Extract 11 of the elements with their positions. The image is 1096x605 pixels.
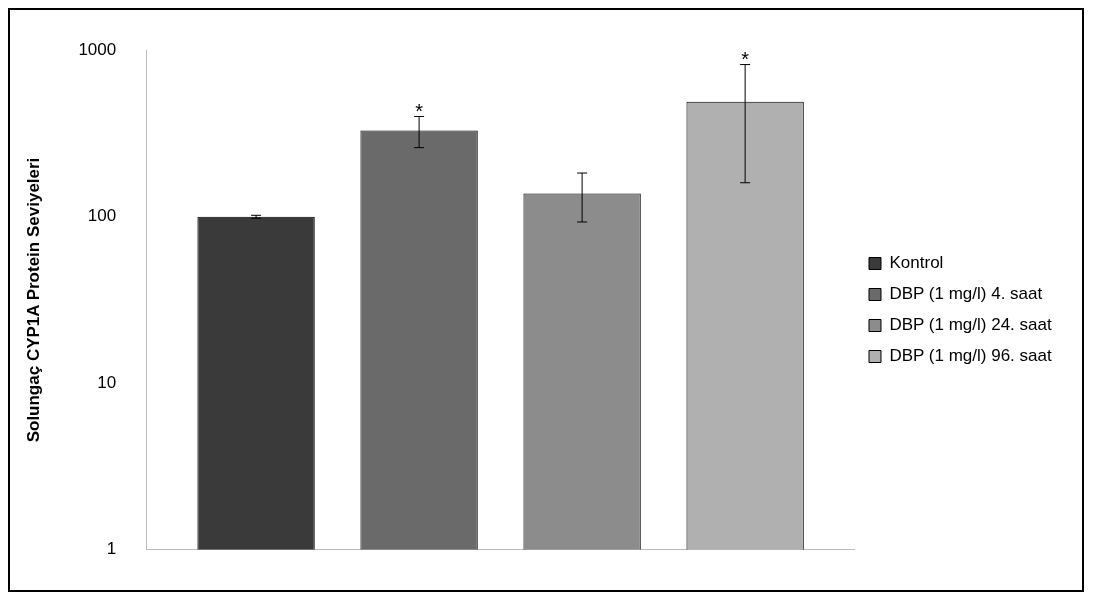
annotation: *	[741, 48, 750, 71]
y-tick-label: 100	[87, 206, 117, 226]
legend-label: Kontrol	[889, 253, 944, 273]
y-tick-label: 10	[97, 372, 117, 392]
legend-label: DBP (1 mg/l) 96. saat	[889, 346, 1052, 366]
annotation: *	[415, 99, 424, 122]
legend-label: DBP (1 mg/l) 24. saat	[889, 315, 1052, 335]
legend-label: DBP (1 mg/l) 4. saat	[889, 284, 1043, 304]
y-tick-label: 1000	[78, 39, 117, 59]
y-tick-label: 1	[106, 539, 117, 559]
y-axis-title: Solungaç CYP1A Protein Seviyeleri	[23, 157, 43, 443]
